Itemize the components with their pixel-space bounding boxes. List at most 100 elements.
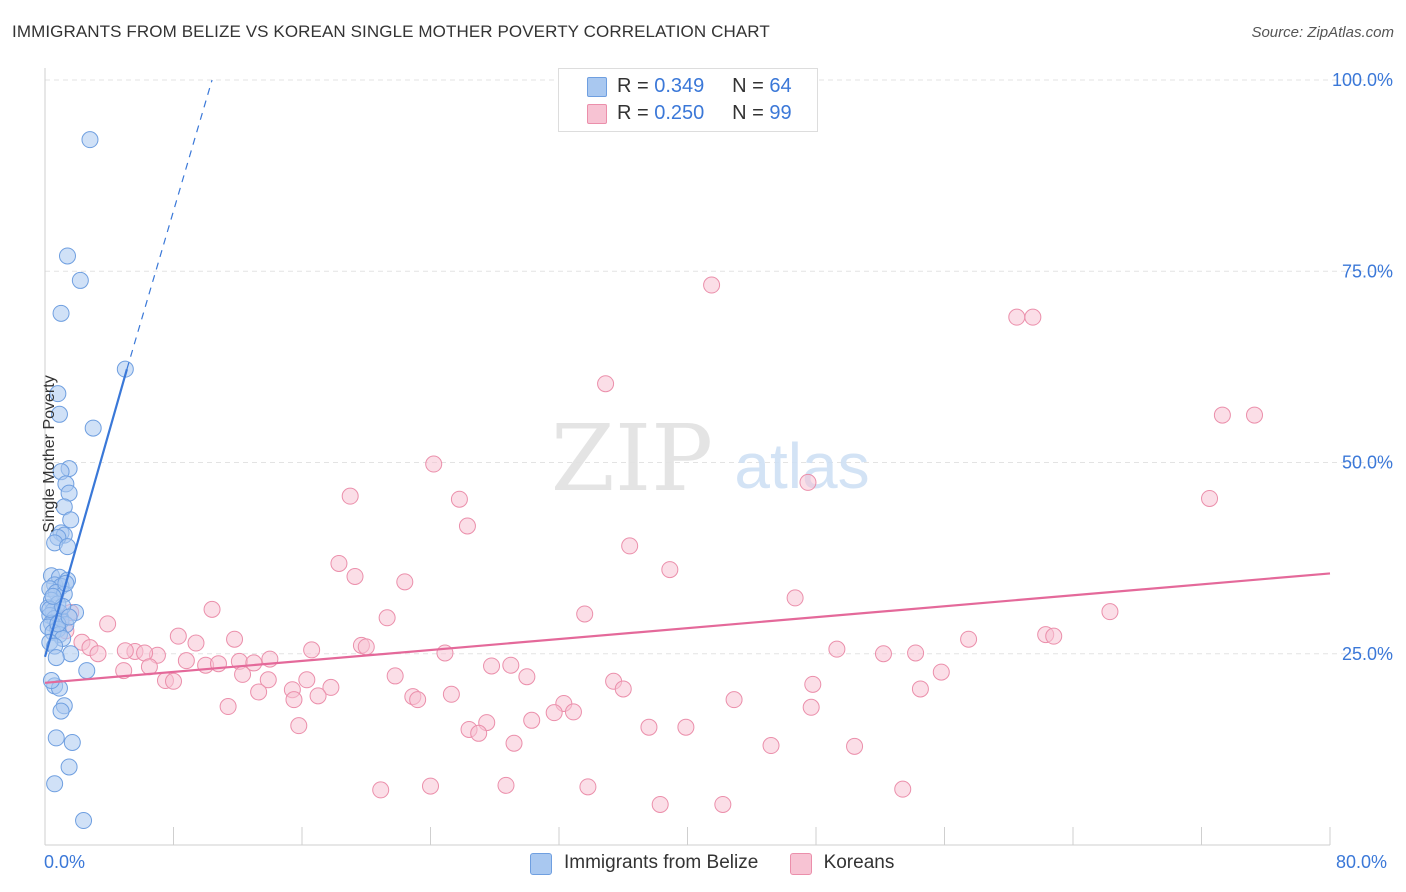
point-belize xyxy=(75,812,93,830)
point-koreans xyxy=(250,683,268,701)
legend-swatch-belize xyxy=(587,77,607,97)
bottom-legend-belize: Immigrants from Belize xyxy=(530,852,758,875)
point-koreans xyxy=(597,375,615,393)
point-belize xyxy=(62,645,80,663)
point-koreans xyxy=(661,561,679,579)
point-koreans xyxy=(1246,406,1264,424)
point-koreans xyxy=(322,678,340,696)
legend-r-label-belize: R = xyxy=(617,75,649,97)
bottom-legend-swatch-koreans xyxy=(789,853,812,875)
point-belize xyxy=(42,672,60,690)
point-koreans xyxy=(960,630,978,648)
x-tick-label-min: 0.0% xyxy=(44,852,86,872)
point-belize xyxy=(47,729,65,747)
point-koreans xyxy=(1045,627,1063,645)
point-koreans xyxy=(911,680,929,698)
trend-line-belize xyxy=(43,368,128,658)
point-koreans xyxy=(165,672,182,690)
point-koreans xyxy=(425,455,443,473)
point-koreans xyxy=(226,630,244,648)
point-belize xyxy=(60,608,78,626)
point-koreans xyxy=(1008,308,1026,326)
watermark: ZIP atlas xyxy=(551,405,870,512)
point-koreans xyxy=(330,554,348,572)
point-belize xyxy=(84,419,102,437)
point-koreans xyxy=(1024,308,1042,326)
point-koreans xyxy=(762,737,780,755)
point-koreans xyxy=(177,652,195,670)
point-belize xyxy=(81,131,99,149)
point-koreans xyxy=(386,667,404,685)
trend-lines xyxy=(43,79,1331,684)
series-koreans xyxy=(52,276,1264,813)
point-koreans xyxy=(169,627,187,645)
bottom-legend: Immigrants from Belize Koreans xyxy=(530,852,920,875)
point-koreans xyxy=(1201,489,1219,507)
point-koreans xyxy=(409,691,427,709)
point-koreans xyxy=(422,777,439,795)
point-koreans xyxy=(497,776,515,794)
point-koreans xyxy=(894,780,912,798)
point-koreans xyxy=(828,640,846,658)
axes xyxy=(44,68,1331,846)
point-koreans xyxy=(786,589,804,607)
point-belize xyxy=(52,304,70,322)
legend-r-label-koreans: R = xyxy=(617,102,649,124)
point-koreans xyxy=(99,615,117,633)
point-koreans xyxy=(357,638,375,656)
point-koreans xyxy=(89,645,107,663)
point-koreans xyxy=(285,691,303,709)
point-koreans xyxy=(483,657,501,675)
point-koreans xyxy=(116,642,134,660)
watermark-zip: ZIP xyxy=(551,405,713,512)
point-koreans xyxy=(470,724,488,742)
legend-n-label-koreans: N = xyxy=(732,102,764,124)
point-koreans xyxy=(651,795,669,813)
point-koreans xyxy=(346,567,364,585)
y-axis-label: Single Mother Poverty xyxy=(41,375,58,533)
point-koreans xyxy=(802,698,820,716)
point-koreans xyxy=(341,487,359,505)
y-tick-label: 75.0% xyxy=(1342,261,1393,281)
point-koreans xyxy=(187,634,205,652)
point-koreans xyxy=(725,691,743,709)
point-koreans xyxy=(303,641,321,659)
bottom-legend-koreans: Koreans xyxy=(789,852,894,875)
chart-title: IMMIGRANTS FROM BELIZE VS KOREAN SINGLE … xyxy=(12,22,770,41)
point-koreans xyxy=(396,573,414,591)
point-koreans xyxy=(703,276,721,294)
point-koreans xyxy=(458,517,476,535)
point-koreans xyxy=(502,656,520,674)
y-tick-label: 50.0% xyxy=(1342,453,1393,473)
point-koreans xyxy=(799,473,817,491)
point-belize xyxy=(78,662,96,680)
point-koreans xyxy=(450,490,468,508)
trend-line-koreans xyxy=(44,572,1331,684)
point-koreans xyxy=(579,778,597,796)
point-belize xyxy=(44,587,62,605)
legend-r-value-belize: 0.349 xyxy=(654,75,705,97)
point-koreans xyxy=(234,665,252,683)
point-belize xyxy=(49,385,67,403)
point-koreans xyxy=(874,645,892,663)
point-koreans xyxy=(115,662,133,680)
y-tick-labels: 25.0% 50.0% 75.0% 100.0% xyxy=(1332,70,1393,664)
legend-r-value-koreans: 0.250 xyxy=(654,102,705,124)
point-koreans xyxy=(298,671,316,689)
grid-lines xyxy=(45,79,1392,655)
point-koreans xyxy=(219,698,237,716)
point-koreans xyxy=(518,668,536,686)
legend-swatch-koreans xyxy=(587,104,607,124)
point-koreans xyxy=(614,680,632,698)
y-tick-label: 100.0% xyxy=(1332,70,1393,90)
bottom-legend-swatch-belize xyxy=(530,853,552,875)
point-koreans xyxy=(677,718,695,736)
point-koreans xyxy=(203,600,221,618)
point-belize xyxy=(60,758,78,776)
point-belize xyxy=(47,649,65,667)
point-koreans xyxy=(523,711,541,729)
point-koreans xyxy=(640,718,658,736)
y-tick-label: 25.0% xyxy=(1342,644,1393,664)
point-belize xyxy=(50,405,68,423)
